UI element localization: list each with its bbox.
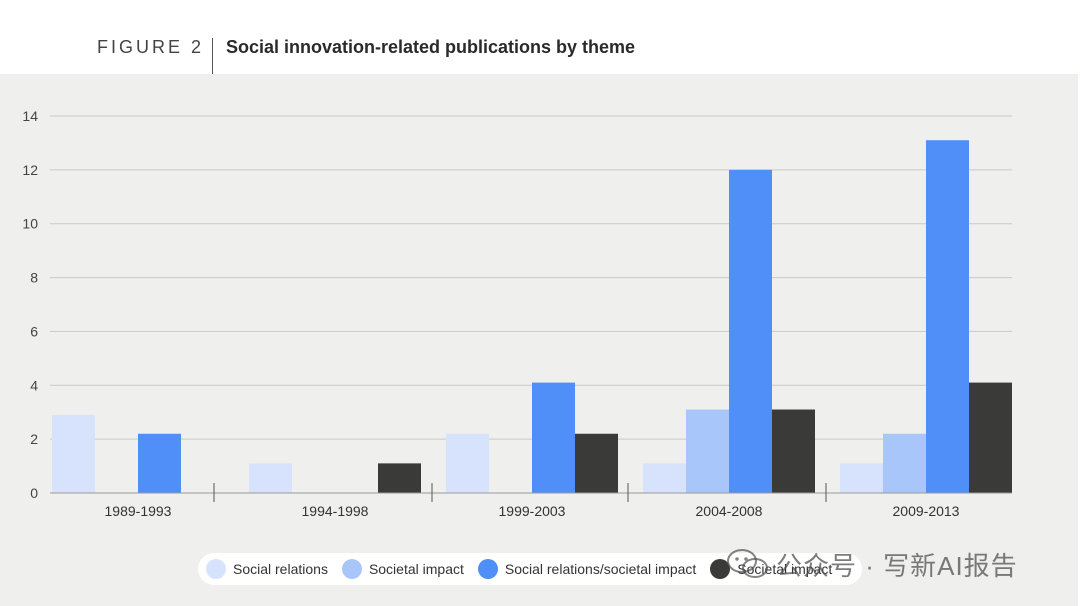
figure-title: Social innovation-related publications b… <box>226 37 636 57</box>
legend-label: Societal impact <box>737 561 833 577</box>
legend-label: Social relations/societal impact <box>504 561 697 577</box>
bar <box>686 409 729 493</box>
legend-swatch <box>477 559 498 579</box>
watermark: 公众号 · 写新AI报告 <box>726 544 1018 584</box>
bar <box>532 382 575 493</box>
y-tick-label: 12 <box>22 162 38 178</box>
legend-swatch <box>206 559 226 579</box>
bar <box>52 414 95 493</box>
y-tick-label: 8 <box>30 270 38 286</box>
legend-item: Social relations <box>206 559 328 579</box>
x-tick-label: 1989-1993 <box>105 503 172 519</box>
watermark-text: 公众号 · 写新AI报告 <box>776 550 1018 581</box>
y-tick-label: 14 <box>22 108 38 124</box>
y-tick-label: 2 <box>30 431 38 447</box>
bar <box>378 463 421 493</box>
figure-label: FIGURE 2 <box>97 37 205 57</box>
bar <box>840 463 883 493</box>
bar <box>969 382 1012 493</box>
bar <box>883 433 926 493</box>
legend-swatch <box>710 559 731 579</box>
legend-item: Societal impact <box>710 559 832 579</box>
bar <box>643 463 686 493</box>
legend-swatch <box>341 559 362 579</box>
figure-header: FIGURE 2 Social innovation-related publi… <box>0 0 1080 74</box>
bar <box>772 409 815 493</box>
y-tick-label: 4 <box>30 377 38 393</box>
y-tick-label: 0 <box>30 485 38 501</box>
bar <box>138 433 181 493</box>
header-divider <box>212 38 213 74</box>
legend-label: Social relations <box>233 561 328 577</box>
bar <box>575 433 618 493</box>
bar <box>446 433 489 493</box>
x-tick-label: 2009-2013 <box>893 503 960 519</box>
y-tick-label: 10 <box>22 216 38 232</box>
wechat-icon <box>727 549 768 578</box>
y-tick-label: 6 <box>30 323 38 339</box>
bar <box>926 140 969 493</box>
bar <box>729 169 772 493</box>
legend-label: Societal impact <box>368 561 464 577</box>
bar <box>249 463 292 493</box>
chart-panel <box>0 74 1078 606</box>
x-tick-label: 1994-1998 <box>302 503 369 519</box>
legend-item: Societal impact <box>341 559 464 579</box>
legend-item: Social relations/societal impact <box>477 559 697 579</box>
x-tick-label: 1999-2003 <box>499 503 566 519</box>
x-tick-label: 2004-2008 <box>696 503 763 519</box>
